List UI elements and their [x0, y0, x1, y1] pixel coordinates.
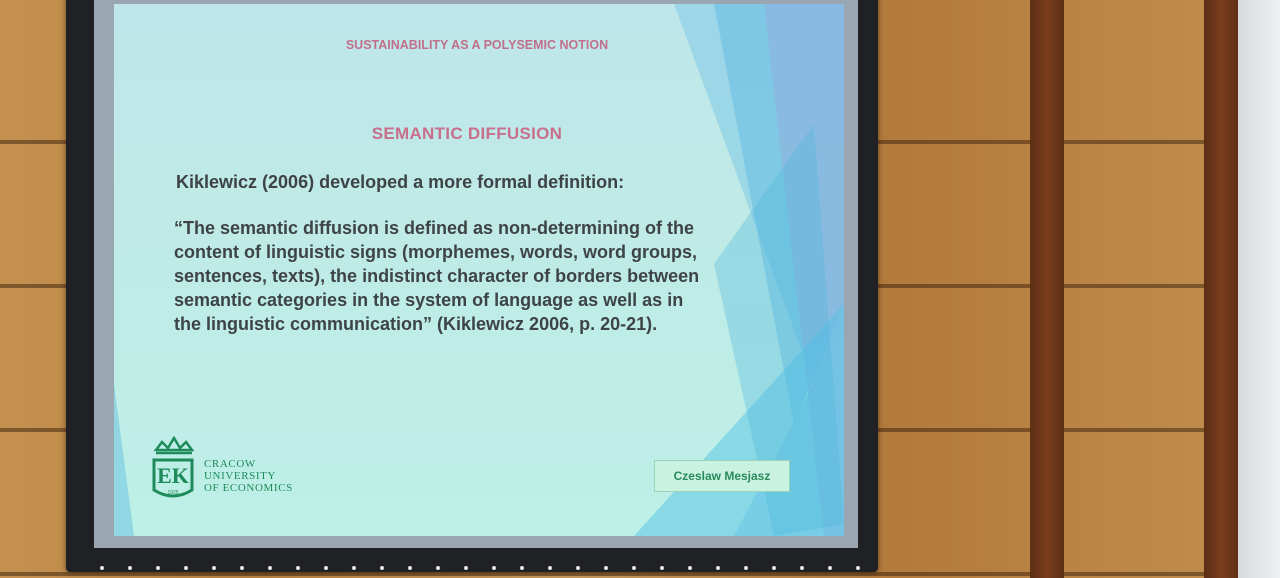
frame-dot [744, 566, 748, 570]
frame-dot [408, 566, 412, 570]
intro-text: Kiklewicz (2006) developed a more formal… [176, 172, 625, 192]
crown-monogram-icon: EK 1925 [152, 435, 195, 498]
frame-dot [436, 566, 440, 570]
frame-dot [632, 566, 636, 570]
frame-dot [464, 566, 468, 570]
frame-dot [828, 566, 832, 570]
wood-frame-post [1204, 0, 1240, 578]
frame-dot [576, 566, 580, 570]
logo-year: 1925 [167, 490, 178, 496]
frame-dot [688, 566, 692, 570]
frame-dot [268, 566, 272, 570]
frame-dot [856, 566, 860, 570]
logo-line-2: UNIVERSITY [204, 470, 276, 482]
frame-dot [800, 566, 804, 570]
frame-dots [96, 566, 876, 574]
quote-text: “The semantic diffusion is defined as no… [174, 218, 700, 334]
university-logo: EK 1925 CRACOW UNIVERSITY OF ECONOMICS [152, 435, 332, 504]
logo-text: CRACOW UNIVERSITY OF ECONOMICS [204, 458, 293, 494]
white-wall [1238, 0, 1280, 578]
frame-dot [772, 566, 776, 570]
frame-dot [128, 566, 132, 570]
logo-monogram: EK [157, 463, 189, 488]
frame-dot [492, 566, 496, 570]
frame-dot [212, 566, 216, 570]
frame-dot [100, 566, 104, 570]
author-label: Czeslaw Mesjasz [654, 460, 790, 492]
frame-dot [240, 566, 244, 570]
frame-dot [380, 566, 384, 570]
frame-dot [296, 566, 300, 570]
frame-dot [156, 566, 160, 570]
slide-title: SUSTAINABILITY AS A POLYSEMIC NOTION [345, 38, 609, 52]
wood-frame-post [1030, 0, 1064, 578]
logo-line-1: CRACOW [204, 458, 256, 470]
frame-dot [324, 566, 328, 570]
logo-line-3: OF ECONOMICS [204, 482, 293, 494]
frame-dot [660, 566, 664, 570]
slide-heading: SEMANTIC DIFFUSION [371, 124, 563, 143]
frame-dot [520, 566, 524, 570]
presentation-slide: SUSTAINABILITY AS A POLYSEMIC NOTION SEM… [114, 4, 844, 536]
frame-dot [352, 566, 356, 570]
frame-dot [716, 566, 720, 570]
frame-dot [184, 566, 188, 570]
frame-dot [548, 566, 552, 570]
frame-dot [604, 566, 608, 570]
